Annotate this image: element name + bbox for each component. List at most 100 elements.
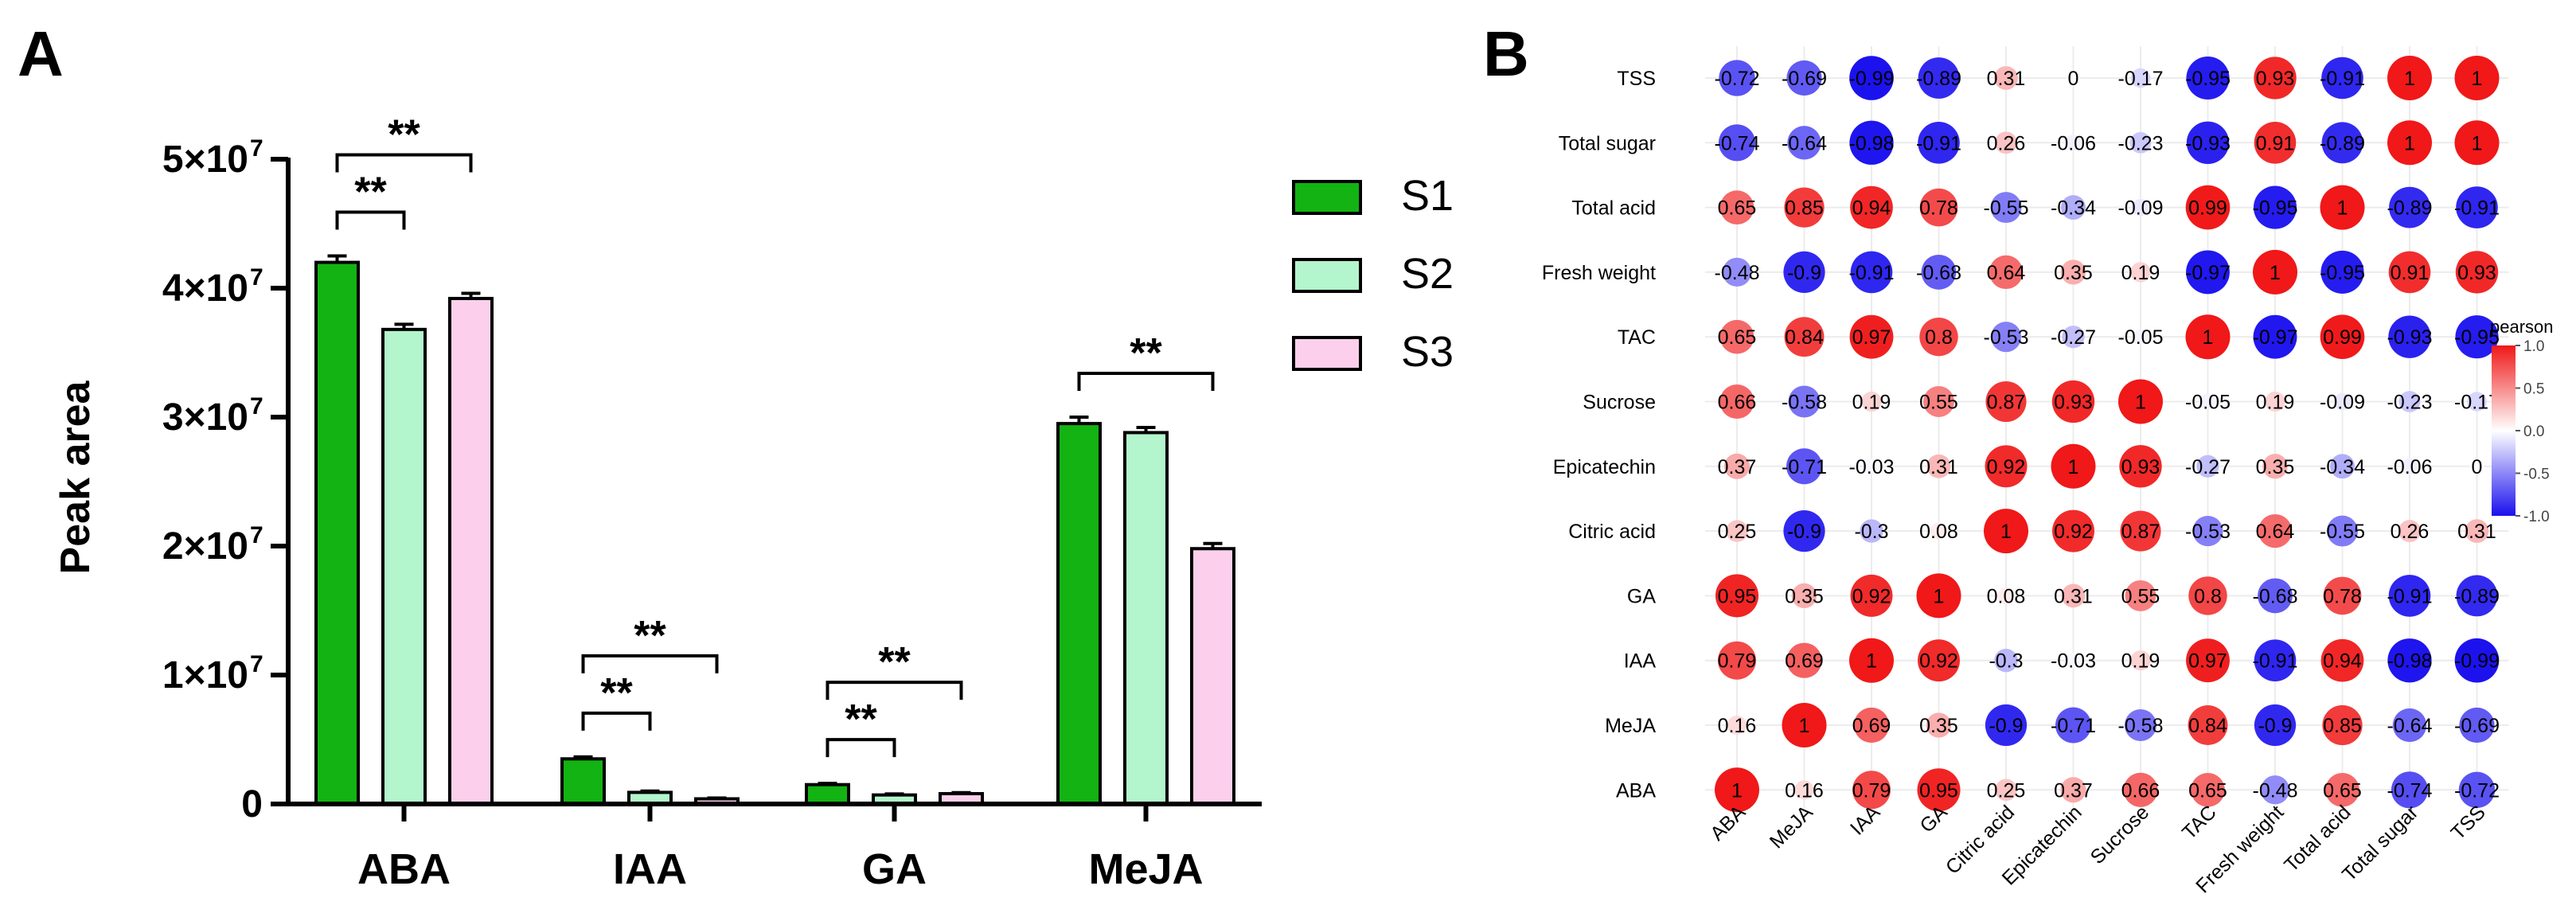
colorbar-tick-label: -1.0 bbox=[2523, 509, 2550, 525]
correlation-dot bbox=[2456, 575, 2498, 617]
panel-b-label: B bbox=[1483, 18, 1529, 89]
correlation-dot bbox=[2118, 379, 2163, 424]
legend-label: S3 bbox=[1401, 328, 1454, 376]
correlation-dot bbox=[2455, 315, 2499, 359]
correlation-dot bbox=[2060, 777, 2086, 803]
correlation-dot bbox=[2185, 185, 2231, 230]
bar-meja-s1 bbox=[1056, 422, 1102, 806]
correlation-value: 0.16 bbox=[1785, 779, 1824, 802]
correlation-dot bbox=[2188, 705, 2228, 745]
correlation-dot bbox=[1864, 459, 1879, 474]
correlation-dot bbox=[2061, 583, 2086, 608]
correlation-dot bbox=[2186, 56, 2230, 100]
correlation-value: 0.94 bbox=[2323, 650, 2362, 673]
correlation-dot bbox=[2258, 513, 2293, 548]
correlation-value: -0.72 bbox=[1715, 68, 1760, 90]
y-axis-title: Peak area bbox=[53, 380, 99, 574]
legend-swatch-s1 bbox=[1292, 180, 1362, 215]
y-tick-label: 3×10 bbox=[162, 396, 248, 439]
correlation-dot bbox=[1784, 187, 1825, 228]
correlation-dot bbox=[2253, 314, 2297, 359]
correlation-dot bbox=[2191, 772, 2225, 807]
correlation-value: -0.69 bbox=[1782, 68, 1827, 90]
correlation-dot bbox=[1853, 707, 1890, 743]
colorbar-tick-label: 0.5 bbox=[2523, 381, 2544, 398]
correlation-value: -0.17 bbox=[2118, 68, 2164, 90]
correlation-dot bbox=[2454, 56, 2500, 100]
correlation-value: -0.03 bbox=[2051, 650, 2096, 673]
correlation-dot bbox=[2325, 772, 2359, 807]
correlation-value: -0.99 bbox=[2454, 650, 2500, 673]
correlation-value: -0.9 bbox=[1787, 262, 1821, 284]
correlation-dot bbox=[2389, 186, 2430, 228]
correlation-dot bbox=[1995, 131, 2017, 154]
correlation-dot bbox=[2254, 57, 2297, 100]
correlation-dot bbox=[1719, 60, 1755, 96]
correlation-value: 0.19 bbox=[1852, 392, 1891, 414]
correlation-value: -0.91 bbox=[2253, 650, 2298, 673]
correlation-value: -0.74 bbox=[1715, 132, 1760, 154]
correlation-value: 0.91 bbox=[2391, 262, 2430, 284]
correlation-value: -0.23 bbox=[2118, 132, 2164, 154]
correlation-value: -0.71 bbox=[1782, 456, 1827, 478]
correlation-value: -0.23 bbox=[2387, 392, 2433, 414]
correlation-value: -0.89 bbox=[2387, 197, 2433, 220]
significance-bracket bbox=[581, 654, 719, 673]
correlation-dot bbox=[2469, 459, 2484, 474]
correlation-value: -0.97 bbox=[2185, 262, 2231, 284]
row-label: Sucrose bbox=[1583, 392, 1656, 414]
row-label: IAA bbox=[1624, 650, 1657, 673]
correlation-value: 0.97 bbox=[1852, 326, 1891, 349]
correlation-dot bbox=[1715, 574, 1759, 618]
correlation-value: -0.9 bbox=[2258, 715, 2292, 737]
correlation-dot bbox=[1850, 574, 1893, 617]
correlation-value: 1 bbox=[2270, 262, 2281, 284]
correlation-dot bbox=[2199, 393, 2216, 410]
correlation-dot bbox=[1984, 509, 2028, 554]
y-tick-exponent: 7 bbox=[250, 264, 263, 291]
correlation-dot bbox=[1919, 318, 1958, 357]
correlation-value: 0.92 bbox=[1919, 650, 1958, 673]
significance-bracket bbox=[825, 738, 896, 758]
correlation-dot bbox=[2465, 519, 2489, 543]
correlation-value: 0.25 bbox=[1718, 521, 1757, 543]
correlation-value: 0.65 bbox=[2323, 779, 2362, 802]
correlation-value: 0.99 bbox=[2188, 197, 2227, 220]
y-tick-label: 1×10 bbox=[162, 654, 248, 697]
correlation-value: -0.53 bbox=[1984, 326, 2029, 349]
correlation-dot bbox=[1926, 454, 1951, 478]
correlation-value: 0.93 bbox=[2256, 68, 2295, 90]
legend-swatch-s2 bbox=[1292, 258, 1362, 293]
correlation-dot bbox=[1852, 771, 1891, 810]
correlation-dot bbox=[1786, 448, 1822, 485]
correlation-dot bbox=[2130, 262, 2151, 283]
significance-stars: ** bbox=[634, 613, 666, 659]
correlation-value: -0.05 bbox=[2118, 326, 2164, 349]
correlation-dot bbox=[1715, 767, 1759, 813]
correlation-value: 0.08 bbox=[1987, 585, 2026, 607]
correlation-value: 0 bbox=[2068, 68, 2079, 90]
colorbar-tick-label: -0.5 bbox=[2523, 466, 2550, 483]
correlation-dot bbox=[1849, 120, 1894, 165]
correlation-dot bbox=[2387, 56, 2432, 100]
correlation-value: 0.19 bbox=[2256, 392, 2295, 414]
legend-swatch-s3 bbox=[1292, 336, 1362, 371]
correlation-value: 0.19 bbox=[2121, 262, 2160, 284]
bar-iaa-s1 bbox=[560, 757, 606, 806]
correlation-dot bbox=[2467, 392, 2487, 412]
correlation-value: -0.9 bbox=[1989, 715, 2023, 737]
column-label: MeJA bbox=[1766, 801, 1817, 853]
colorbar-title: pearson bbox=[2490, 317, 2554, 337]
correlation-dot bbox=[2253, 185, 2297, 229]
bars bbox=[314, 254, 1235, 806]
correlation-value: 1 bbox=[2068, 456, 2079, 478]
correlation-value: 0.91 bbox=[2256, 132, 2295, 154]
correlation-dot bbox=[2455, 251, 2499, 294]
correlation-value: 0.84 bbox=[1785, 326, 1824, 349]
y-tick-label: 5×10 bbox=[162, 139, 248, 181]
correlation-value: 0.64 bbox=[1987, 262, 2026, 284]
correlation-value: 1 bbox=[2472, 132, 2483, 154]
y-tick-label: 4×10 bbox=[162, 267, 248, 310]
correlation-value: -0.64 bbox=[1782, 132, 1827, 154]
correlation-dot bbox=[1921, 254, 1957, 290]
